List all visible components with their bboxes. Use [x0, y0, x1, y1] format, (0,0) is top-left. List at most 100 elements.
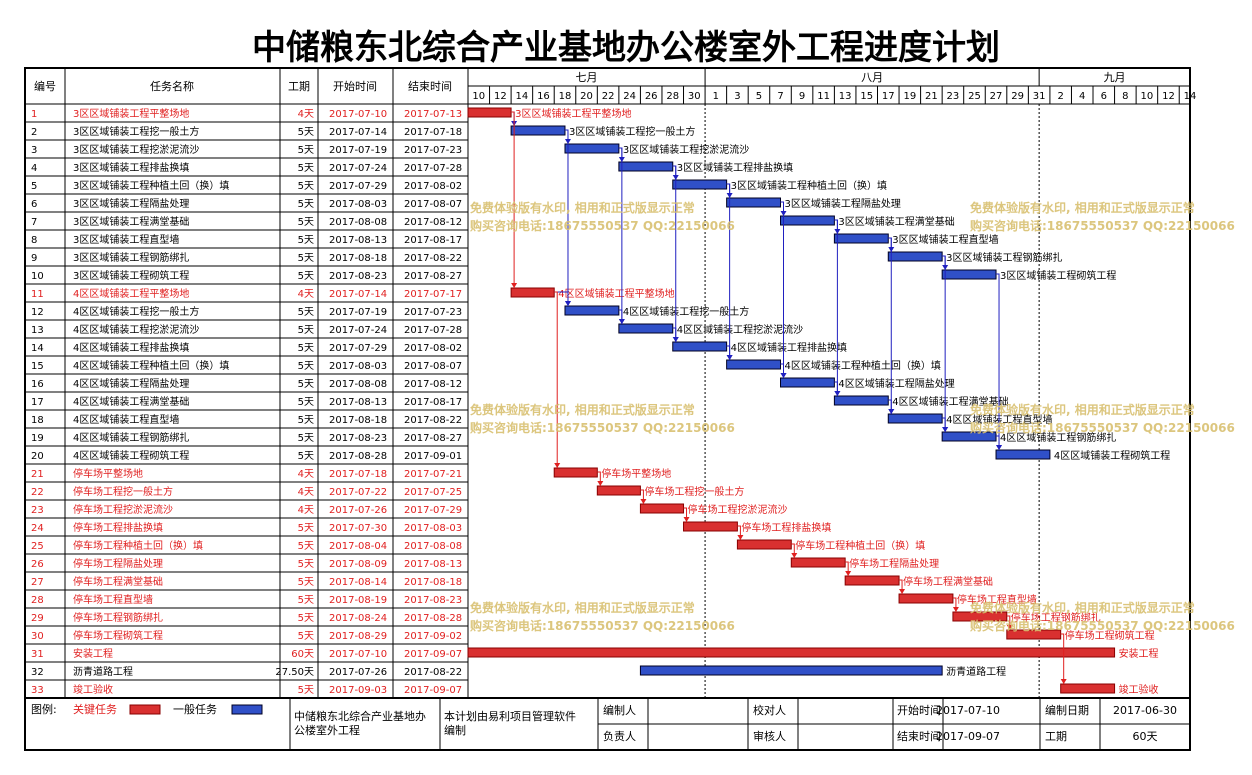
- task-bar-label: 停车场工程排盐换填: [741, 521, 831, 534]
- task-id: 12: [31, 307, 44, 318]
- task-id: 31: [31, 649, 44, 660]
- day-tick-label: 6: [1101, 91, 1107, 102]
- task-bar-label: 停车场工程种植土回（换）填: [795, 539, 925, 552]
- task-id: 11: [31, 289, 44, 300]
- task-start: 2017-07-10: [329, 649, 387, 660]
- task-start: 2017-08-29: [329, 631, 387, 642]
- task-bar: [726, 359, 782, 370]
- watermark-line2: 购买咨询电话:18675550537 QQ:22150066: [470, 618, 735, 633]
- task-bar-label: 3区区域铺装工程排盐换填: [677, 161, 793, 174]
- task-end: 2017-08-22: [404, 667, 462, 678]
- day-tick-label: 29: [1011, 91, 1024, 102]
- task-duration: 5天: [298, 631, 314, 642]
- task-bar: [887, 251, 943, 262]
- task-duration: 5天: [298, 523, 314, 534]
- task-end: 2017-08-02: [404, 343, 462, 354]
- watermark-line2: 购买咨询电话:18675550537 QQ:22150066: [470, 420, 735, 435]
- task-duration: 5天: [298, 577, 314, 588]
- task-start: 2017-08-23: [329, 271, 387, 282]
- task-bar: [780, 377, 835, 388]
- task-end: 2017-08-22: [404, 415, 462, 426]
- dependency-arrow: [511, 283, 518, 288]
- task-name: 停车场工程直型墙: [73, 593, 153, 606]
- task-id: 6: [31, 199, 37, 210]
- task-duration: 5天: [298, 685, 314, 696]
- dependency-arrow: [780, 373, 787, 378]
- task-bar-label: 4区区域铺装工程种植土回（换）填: [785, 359, 941, 372]
- task-end: 2017-09-02: [404, 631, 462, 642]
- header-duration: 工期: [288, 80, 310, 93]
- task-duration: 5天: [298, 307, 314, 318]
- task-id: 19: [31, 433, 44, 444]
- dependency-link: [834, 219, 838, 396]
- task-end: 2017-08-27: [404, 271, 462, 282]
- task-bar: [639, 665, 943, 676]
- task-duration: 5天: [298, 397, 314, 408]
- task-duration: 5天: [298, 271, 314, 282]
- task-name: 3区区域铺装工程钢筋绑扎: [73, 251, 189, 264]
- dependency-link: [618, 147, 623, 324]
- task-name: 4区区域铺装工程挖一般土方: [73, 305, 199, 318]
- task-end: 2017-07-23: [404, 307, 462, 318]
- task-duration: 4天: [298, 505, 314, 516]
- task-id: 25: [31, 541, 44, 552]
- dependency-link: [996, 273, 1000, 450]
- task-duration: 60天: [291, 649, 314, 660]
- task-id: 28: [31, 595, 44, 606]
- task-bar-label: 4区区域铺装工程平整场地: [558, 287, 674, 300]
- task-bar: [618, 161, 674, 172]
- task-start: 2017-08-13: [329, 397, 387, 408]
- owner-label: 负责人: [603, 729, 636, 743]
- task-bar: [683, 521, 738, 532]
- task-duration: 27.50天: [275, 667, 314, 678]
- dependency-arrow: [737, 535, 744, 540]
- day-tick-label: 11: [817, 91, 830, 102]
- task-bar: [887, 413, 943, 424]
- task-start: 2017-08-08: [329, 217, 387, 228]
- task-end: 2017-07-21: [404, 469, 462, 480]
- checker-label: 校对人: [753, 703, 786, 717]
- task-id: 22: [31, 487, 44, 498]
- header-start: 开始时间: [333, 79, 377, 93]
- task-start: 2017-07-24: [329, 325, 387, 336]
- task-end: 2017-07-17: [404, 289, 462, 300]
- dependency-arrow: [1006, 625, 1013, 630]
- task-start: 2017-07-10: [329, 109, 387, 120]
- dependency-arrow: [942, 427, 949, 432]
- task-bar-label: 4区区域铺装工程挖淤泥流沙: [677, 323, 803, 336]
- task-bar: [510, 125, 566, 136]
- watermark-line1: 免费体验版有水印, 相用和正式版显示正常: [470, 402, 695, 417]
- task-name: 3区区域铺装工程满堂基础: [73, 215, 189, 228]
- task-bar-label: 停车场平整场地: [601, 467, 671, 480]
- task-duration: 5天: [298, 451, 314, 462]
- task-id: 14: [31, 343, 44, 354]
- task-bar-label: 4区区域铺装工程钢筋绑扎: [1000, 431, 1116, 444]
- task-name: 停车场工程排盐换填: [73, 521, 163, 534]
- task-name: 4区区域铺装工程平整场地: [73, 287, 189, 300]
- task-bar-label: 停车场工程直型墙: [957, 593, 1037, 606]
- watermark-line1: 免费体验版有水印, 相用和正式版显示正常: [470, 200, 695, 215]
- task-id: 17: [31, 397, 44, 408]
- task-id: 32: [31, 667, 44, 678]
- task-start: 2017-07-30: [329, 523, 387, 534]
- task-name: 竣工验收: [73, 683, 113, 696]
- day-tick-label: 19: [903, 91, 916, 102]
- task-end: 2017-08-07: [404, 361, 462, 372]
- task-name: 3区区域铺装工程平整场地: [73, 107, 189, 120]
- task-name: 4区区域铺装工程种植土回（换）填: [73, 359, 229, 372]
- task-start: 2017-08-04: [329, 541, 387, 552]
- day-tick-label: 8: [1122, 91, 1128, 102]
- task-start: 2017-07-14: [329, 289, 387, 300]
- dependency-link: [511, 111, 515, 288]
- task-duration: 5天: [298, 541, 314, 552]
- task-bar: [780, 215, 835, 226]
- dependency-arrow: [899, 589, 906, 594]
- task-id: 9: [31, 253, 37, 264]
- table-frame: [24, 67, 1191, 751]
- dependency-arrow: [1060, 679, 1067, 684]
- task-bar-label: 4区区域铺装工程砌筑工程: [1054, 449, 1170, 462]
- task-bar: [467, 647, 1116, 658]
- task-bar-label: 3区区域铺装工程挖一般土方: [569, 125, 695, 138]
- task-name: 4区区域铺装工程砌筑工程: [73, 449, 189, 462]
- task-id: 21: [31, 469, 44, 480]
